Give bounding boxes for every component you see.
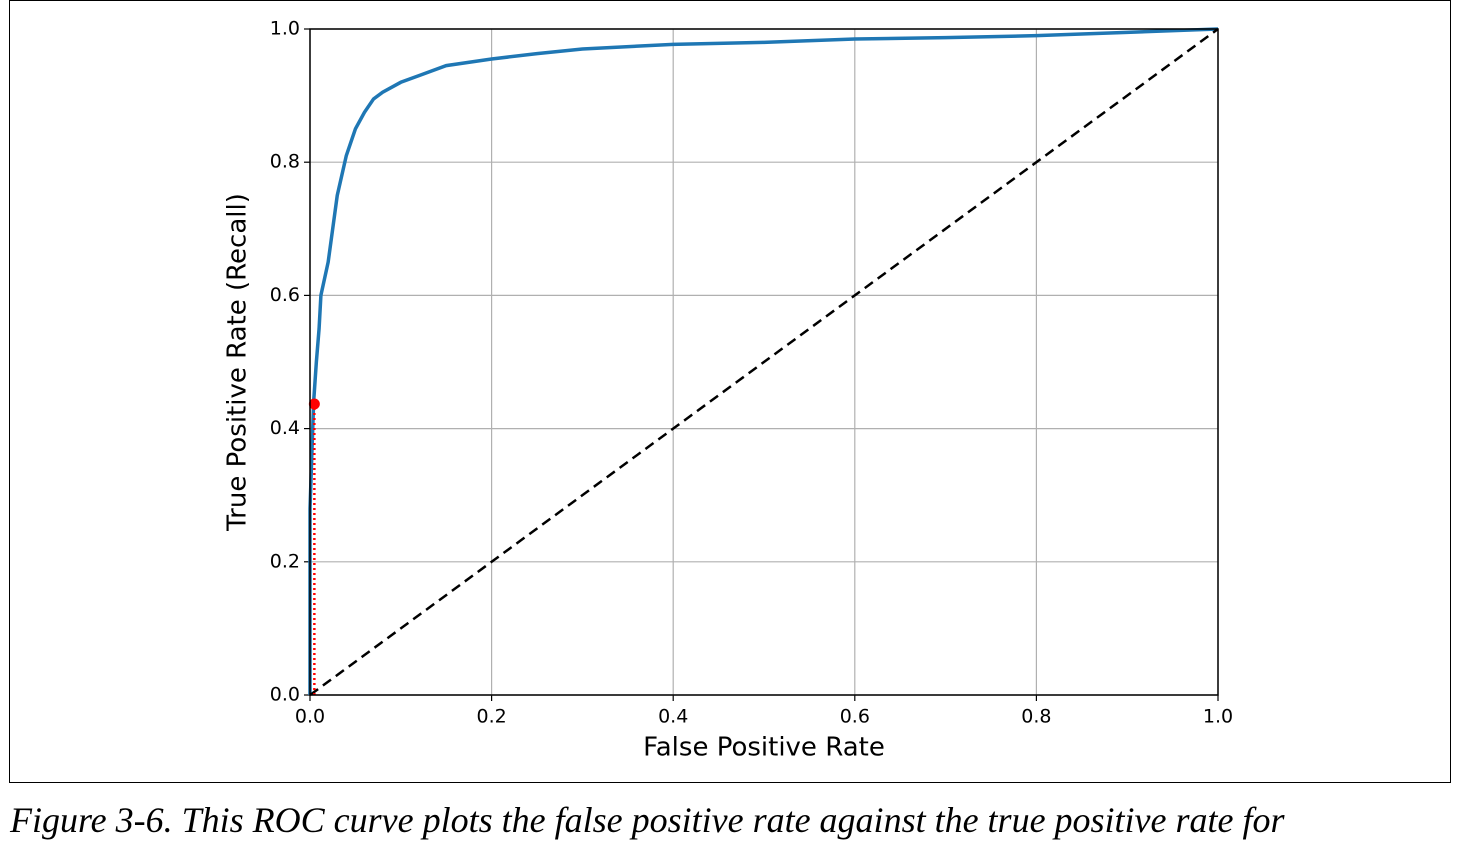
y-tick-label: 0.6	[270, 284, 300, 306]
x-tick-label: 0.0	[295, 706, 325, 728]
x-tick-label: 0.4	[658, 706, 688, 728]
series-line	[309, 27, 1219, 697]
series-line	[308, 27, 1219, 695]
y-tick-label: 0.8	[270, 151, 300, 173]
x-tick-label: 1.0	[1203, 706, 1233, 728]
x-axis-label: False Positive Rate	[643, 733, 885, 763]
x-tick-label: 0.2	[476, 706, 506, 728]
plot-frame	[309, 28, 1219, 696]
x-tick-label: 0.6	[840, 706, 870, 728]
y-tick-label: 0.2	[270, 550, 300, 572]
caption: Figure 3-6. This ROC curve plots the fal…	[9, 800, 1286, 840]
y-tick-label: 0.0	[270, 684, 300, 706]
highlight-point	[308, 398, 320, 410]
y-tick-label: 0.4	[270, 417, 300, 439]
y-axis-label: True Positive Rate (Recall)	[223, 193, 253, 532]
figure-border	[9, 0, 1451, 783]
x-tick-label: 0.8	[1021, 706, 1051, 728]
y-tick-label: 1.0	[270, 18, 300, 40]
